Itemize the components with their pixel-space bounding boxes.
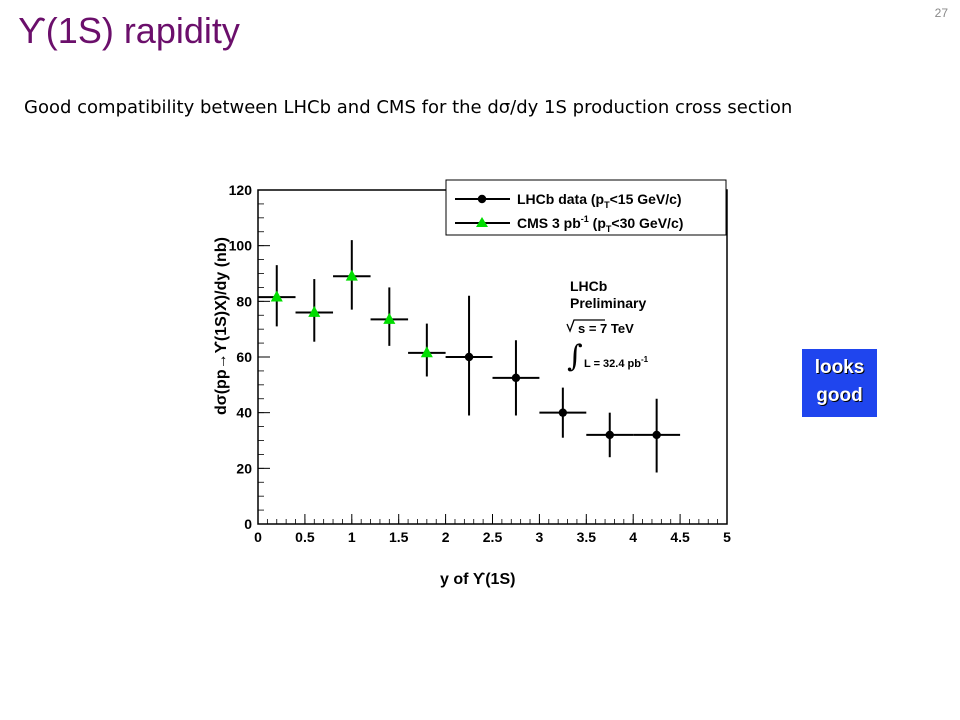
lhcb-marker: [652, 430, 661, 440]
cms-data-point: [333, 240, 371, 310]
x-tick-label: 1: [348, 529, 356, 545]
x-tick-label: 0: [254, 529, 262, 545]
chart-markers: [258, 240, 681, 473]
slide-subtitle: Good compatibility between LHCb and CMS …: [24, 97, 793, 118]
slide-title: ϒ(1S) rapidity: [18, 10, 240, 51]
x-tick-label: 2.5: [483, 529, 503, 545]
lhcb-data-point: [586, 412, 634, 458]
chart-legend: LHCb data (pT<15 GeV/c) CMS 3 pb-1 (pT<30…: [445, 179, 727, 236]
y-tick-label: 100: [229, 238, 253, 254]
legend-box: [445, 179, 727, 236]
annotation-lhcb: LHCb: [570, 278, 607, 294]
lhcb-marker: [464, 352, 474, 362]
y-tick-label: 0: [244, 516, 252, 532]
lhcb-data-point: [539, 387, 587, 438]
annotation-energy: s = 7 TeV: [578, 321, 634, 336]
cms-data-point: [408, 323, 446, 377]
legend-label: LHCb data (pT<15 GeV/c): [517, 191, 682, 210]
cms-marker: [345, 269, 358, 281]
cms-data-point: [370, 287, 409, 346]
y-tick-label: 120: [229, 182, 253, 198]
slide-number: 27: [934, 6, 948, 20]
lhcb-data-point: [492, 340, 540, 416]
callout-line-2: good: [816, 385, 863, 406]
x-tick-label: 5: [723, 529, 731, 545]
y-tick-label: 40: [236, 405, 252, 421]
x-tick-label: 0.5: [295, 529, 315, 545]
y-axis-label: dσ(pp→ϒ(1S)X)/dy (nb): [213, 237, 230, 415]
y-tick-label: 20: [236, 460, 252, 476]
legend-marker: [477, 194, 487, 204]
integral-sign: ∫: [567, 339, 583, 374]
legend-entry-cms: CMS 3 pb-1 (pT<30 GeV/c): [455, 214, 683, 234]
legend-label: CMS 3 pb-1 (pT<30 GeV/c): [517, 214, 683, 234]
x-tick-label: 3.5: [577, 529, 597, 545]
callout-line-1: looks: [814, 357, 865, 378]
x-axis-label: y of ϒ(1S): [440, 571, 515, 588]
sqrt-sign: [566, 319, 605, 333]
x-tick-label: 1.5: [389, 529, 409, 545]
cms-data-point: [295, 279, 334, 342]
lhcb-data-point: [445, 295, 493, 416]
y-tick-label: 60: [236, 349, 252, 365]
legend-entry-lhcb: LHCb data (pT<15 GeV/c): [455, 191, 682, 210]
annotation-preliminary: Preliminary: [570, 295, 646, 311]
x-tick-label: 2: [442, 529, 450, 545]
cms-marker: [308, 305, 321, 317]
cms-marker: [420, 346, 433, 358]
x-tick-label: 4.5: [670, 529, 690, 545]
lhcb-marker: [558, 408, 568, 417]
legend-marker: [476, 217, 488, 227]
looks-good-callout: looks good: [802, 349, 877, 417]
y-tick-label: 80: [236, 293, 252, 309]
cms-data-point: [258, 265, 296, 327]
x-tick-label: 3: [536, 529, 544, 545]
lhcb-marker: [511, 373, 521, 383]
chart-ticks: 0 0.5 1 1.5 2 2.5 3 3.5 4 4.5 5 0 20 40 60 80 100 120: [229, 182, 731, 545]
cms-marker: [383, 312, 396, 324]
x-tick-label: 4: [629, 529, 637, 545]
lhcb-marker: [605, 430, 614, 440]
annotation-lumi: L = 32.4 pb-1: [584, 355, 649, 370]
cms-marker: [270, 290, 283, 302]
lhcb-data-point: [633, 398, 681, 473]
